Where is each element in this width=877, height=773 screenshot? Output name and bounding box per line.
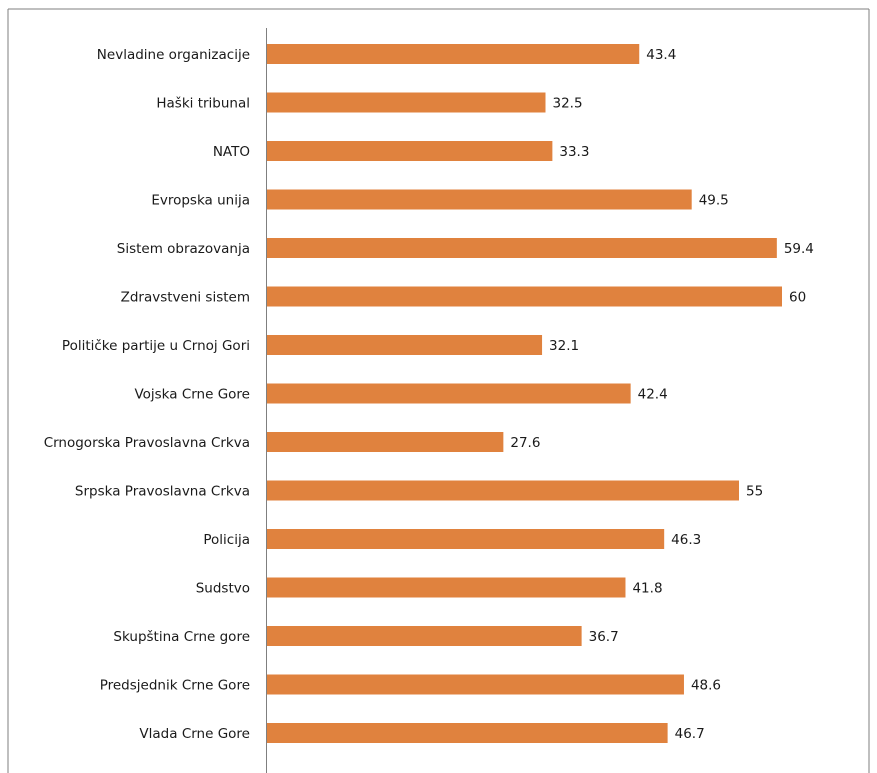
bar	[266, 335, 543, 355]
value-label: 33.3	[559, 144, 589, 160]
category-label: Političke partije u Crnoj Gori	[62, 338, 250, 354]
value-label: 43.4	[646, 47, 676, 63]
bar	[266, 529, 665, 549]
value-label: 32.5	[553, 96, 583, 112]
bar	[266, 44, 640, 64]
category-label: Policija	[203, 532, 250, 548]
bar	[266, 238, 777, 258]
bar	[266, 480, 739, 501]
bar	[266, 141, 553, 161]
value-label: 42.4	[638, 387, 668, 403]
value-label: 27.6	[510, 435, 540, 451]
bar	[266, 723, 668, 743]
value-label: 59.4	[784, 241, 814, 257]
value-label: 46.3	[671, 532, 701, 548]
value-label: 60	[789, 290, 806, 306]
category-label: Nevladine organizacije	[97, 47, 250, 63]
bar	[266, 674, 684, 695]
bar	[266, 577, 626, 598]
category-label: Sudstvo	[196, 581, 250, 597]
bar	[266, 432, 504, 452]
value-label: 41.8	[632, 581, 662, 597]
category-label: Vojska Crne Gore	[134, 387, 250, 403]
bar	[266, 626, 582, 646]
category-labels-group: Nevladine organizacije Haški tribunal NATO…	[44, 47, 250, 742]
category-label: Crnogorska Pravoslavna Crkva	[44, 435, 250, 451]
category-label: NATO	[213, 144, 250, 160]
value-label: 36.7	[589, 629, 619, 645]
bar	[266, 189, 692, 210]
value-labels-group: 43.4 32.5 33.3 49.5 59.4 60 32.1 42.4 27.6 55 46.3…	[510, 47, 814, 742]
category-label: Zdravstveni sistem	[121, 290, 250, 306]
chart-frame	[7, 8, 870, 773]
value-label: 48.6	[691, 678, 721, 694]
category-label: Haški tribunal	[156, 96, 250, 112]
value-label: 32.1	[549, 338, 579, 354]
value-label: 49.5	[699, 193, 729, 209]
bars-group	[266, 44, 782, 743]
bar	[266, 92, 546, 113]
bar	[266, 286, 782, 307]
value-label: 46.7	[675, 726, 705, 742]
category-label: Srpska Pravoslavna Crkva	[75, 484, 250, 500]
category-label: Skupština Crne gore	[113, 629, 250, 645]
value-label: 55	[746, 484, 763, 500]
category-label: Evropska unija	[151, 193, 250, 209]
bar	[266, 383, 631, 404]
category-label: Predsjednik Crne Gore	[100, 678, 250, 694]
category-label: Vlada Crne Gore	[139, 726, 250, 742]
category-label: Sistem obrazovanja	[117, 241, 250, 257]
